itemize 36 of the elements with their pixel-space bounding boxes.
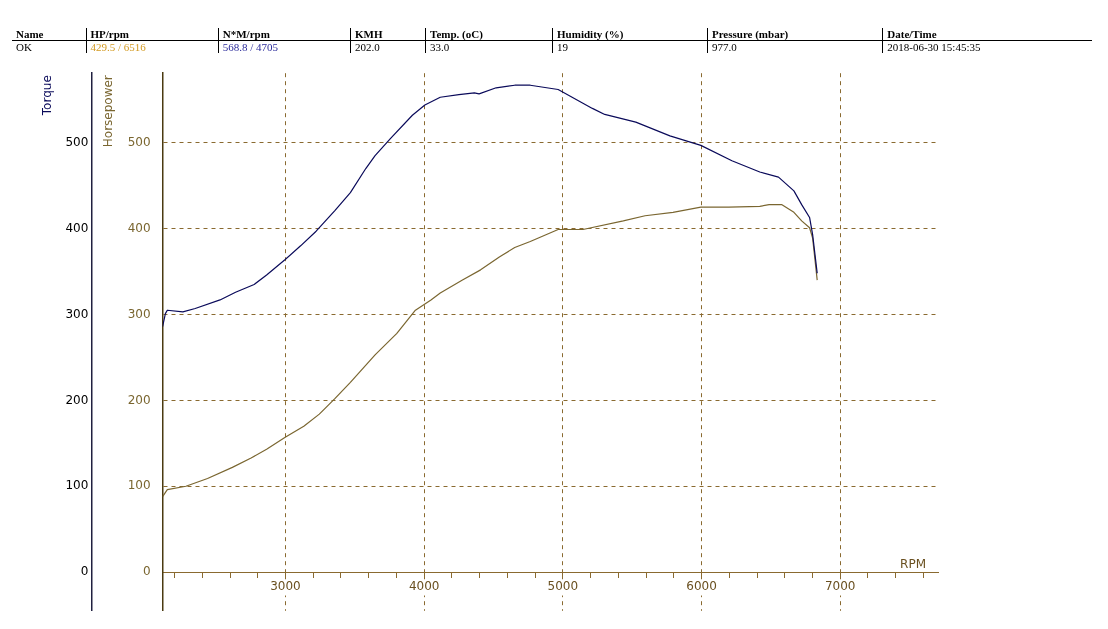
text: 2018-06-30 15:45:35 [882, 40, 1092, 53]
text: 568.8 / 4705 [218, 40, 351, 53]
x-tick-label: 4000 [408, 579, 440, 594]
text: KMH [350, 28, 426, 41]
text: Humidity (%) [552, 28, 708, 41]
y-tick-label: 200 [65, 392, 89, 407]
y2-tick-label: 300 [127, 306, 151, 321]
y2-axis-title: Horsepower [101, 75, 116, 148]
y2-tick-label: 500 [127, 134, 151, 149]
x-tick-label: 5000 [547, 579, 579, 594]
y2-tick-label: 200 [127, 392, 151, 407]
text: Name [12, 28, 87, 41]
text: Temp. (oC) [425, 28, 553, 41]
text: OK [15, 40, 33, 53]
text: 19 [552, 40, 708, 53]
text: 429.5 / 6516 [86, 40, 219, 53]
y-tick-label: 400 [65, 220, 89, 235]
y-tick-label: 100 [65, 478, 89, 493]
x-axis-title: RPM [900, 557, 926, 572]
x-tick-label: 7000 [824, 579, 856, 594]
x-tick-label: 6000 [686, 579, 717, 594]
y2-tick-label: 400 [127, 220, 151, 235]
text: Date/Time [882, 28, 1092, 41]
y2-tick-label: 100 [127, 478, 151, 493]
text: 977.0 [707, 40, 883, 53]
text: HP/rpm [86, 28, 219, 41]
y2-tick-label: 0 [142, 564, 151, 579]
y-tick-label: 300 [65, 306, 89, 321]
text: 33.0 [425, 40, 553, 53]
text: 202.0 [350, 40, 426, 53]
text: Pressure (mbar) [707, 28, 883, 41]
y-axis-title: Torque [40, 75, 55, 117]
y-tick-label: 500 [65, 134, 89, 149]
text: N*M/rpm [218, 28, 351, 41]
y-tick-label: 0 [80, 564, 89, 579]
x-tick-label: 3000 [270, 579, 301, 594]
